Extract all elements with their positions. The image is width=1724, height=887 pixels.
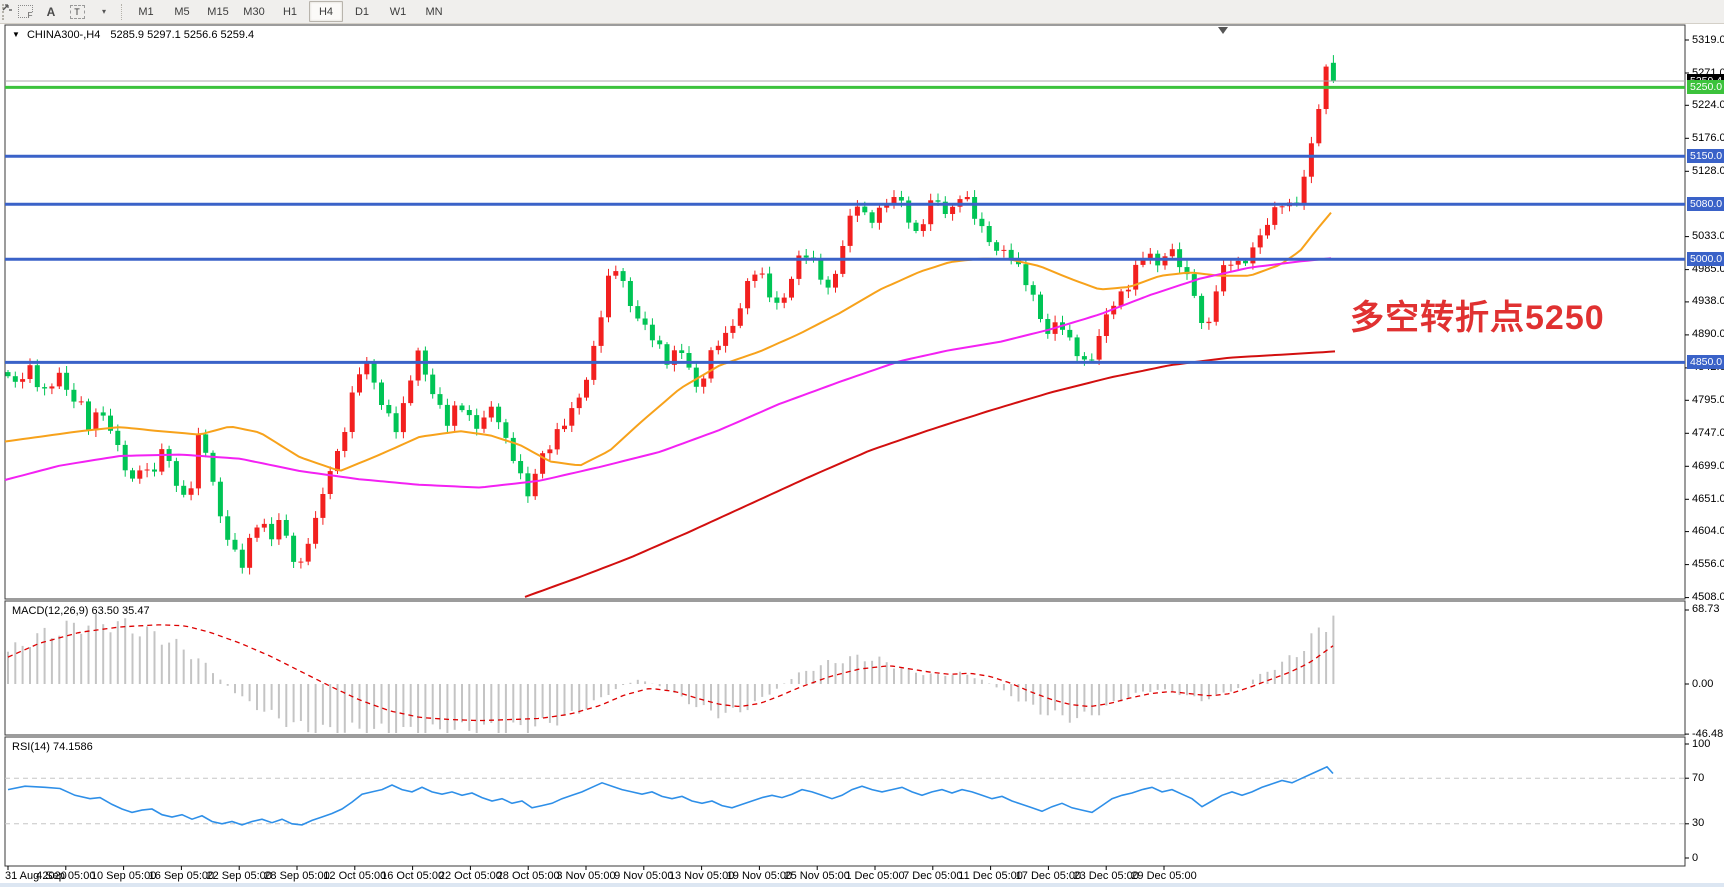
- dropdown-caret-icon[interactable]: ▾: [101, 7, 106, 16]
- price-marker-box: 4850.0: [1687, 355, 1724, 370]
- price-tick-label: 4938.0: [1692, 295, 1724, 308]
- timeframe-button-h1[interactable]: H1: [282, 5, 298, 18]
- arrows-tool-icon[interactable]: ▾: [2, 2, 114, 21]
- price-marker-box: 5080.0: [1687, 197, 1724, 212]
- snap-grid-icon[interactable]: F: [14, 2, 36, 21]
- date-tick-label: 22 Oct 05:00: [438, 870, 502, 882]
- symbol-name: CHINA300-,H4: [26, 29, 101, 41]
- rsi-tick-label: 70: [1692, 771, 1705, 784]
- symbol-ohlc-values: 5285.9 5297.1 5256.6 5259.4: [110, 29, 255, 41]
- rsi-tick-label: 30: [1692, 817, 1705, 830]
- date-tick-label: 16 Oct 05:00: [381, 870, 445, 882]
- rsi-tick-label: 100: [1692, 737, 1711, 750]
- price-tick-label: 4795.0: [1692, 393, 1724, 406]
- shift-marker-icon: [1218, 27, 1228, 34]
- price-marker-box: 5250.0: [1687, 80, 1724, 95]
- arrows-glyph: [2, 4, 12, 11]
- date-tick-label: 19 Nov 05:00: [726, 870, 793, 882]
- price-tick-label: 4604.0: [1692, 525, 1724, 538]
- timeframe-button-m30[interactable]: M30: [243, 5, 265, 18]
- date-tick-label: 31 Aug 2020: [5, 870, 67, 882]
- date-tick-label: 4 Sep 05:00: [36, 870, 96, 882]
- date-tick-label: 10 Sep 05:00: [90, 870, 157, 882]
- window-bottom-strip: [0, 883, 1724, 887]
- date-tick-label: 9 Nov 05:00: [614, 870, 674, 882]
- text-box-icon[interactable]: T: [66, 2, 88, 21]
- date-tick-label: 22 Sep 05:00: [206, 870, 272, 882]
- toolbar-grip[interactable]: [2, 3, 8, 20]
- price-tick-label: 5128.0: [1692, 164, 1724, 177]
- macd-indicator-label: MACD(12,26,9) 63.50 35.47: [12, 605, 150, 617]
- timeframe-buttons: M1 M5 M15 M30 H1 H4 D1 W1 MN: [128, 1, 452, 22]
- price-tick-label: 5319.0: [1692, 33, 1724, 46]
- date-tick-label: 23 Dec 05:00: [1073, 870, 1139, 882]
- symbol-title: ▼ CHINA300-,H4 5285.9 5297.1 5256.6 5259…: [12, 29, 254, 41]
- macd-signal-line: [7, 624, 1334, 722]
- timeframe-button-m15[interactable]: M15: [207, 5, 229, 18]
- price-tick-label: 4890.0: [1692, 328, 1724, 341]
- axis-ticks: [7, 39, 1689, 870]
- rsi-line: [7, 765, 1334, 826]
- timeframe-button-h4[interactable]: H4: [309, 1, 343, 22]
- timeframe-button-m1[interactable]: M1: [138, 5, 154, 18]
- price-marker-box: 5150.0: [1687, 149, 1724, 164]
- letter-a-icon[interactable]: A: [46, 4, 56, 19]
- price-tick-label: 4556.0: [1692, 558, 1724, 571]
- price-tick-label: 5033.0: [1692, 230, 1724, 243]
- price-tick-label: 4699.0: [1692, 459, 1724, 472]
- date-tick-label: 17 Dec 05:00: [1015, 870, 1082, 882]
- date-tick-label: 16 Sep 05:00: [148, 870, 215, 882]
- price-tick-label: 4651.0: [1692, 492, 1724, 505]
- date-tick-label: 1 Dec 05:00: [845, 870, 905, 882]
- date-tick-label: 25 Nov 05:00: [784, 870, 850, 882]
- timeframe-button-w1[interactable]: W1: [389, 5, 407, 18]
- date-tick-label: 13 Nov 05:00: [668, 870, 735, 882]
- rsi-indicator-label: RSI(14) 74.1586: [12, 741, 93, 753]
- date-tick-label: 28 Oct 05:00: [496, 870, 560, 882]
- macd-tick-label: 68.73: [1692, 603, 1720, 616]
- mid-ma-line: [4, 257, 1332, 489]
- toolbar: F A T ▾ M1 M5 M15 M30 H1 H4 D1 W1 MN: [0, 0, 1724, 24]
- timeframe-button-mn[interactable]: MN: [425, 5, 443, 18]
- date-tick-label: 11 Dec 05:00: [958, 870, 1023, 882]
- timeframe-button-d1[interactable]: D1: [354, 5, 370, 18]
- price-marker-box: 5000.0: [1687, 252, 1724, 267]
- price-tick-label: 5176.0: [1692, 131, 1724, 144]
- date-tick-label: 12 Oct 05:00: [323, 870, 387, 882]
- date-tick-label: 28 Sep 05:00: [264, 870, 330, 882]
- macd-histogram: [7, 614, 1335, 733]
- date-tick-label: 7 Dec 05:00: [903, 870, 963, 882]
- macd-tick-label: -46.48: [1692, 727, 1724, 740]
- chart-annotation-text: 多空转折点5250: [1350, 299, 1605, 337]
- date-tick-label: 3 Nov 05:00: [556, 870, 616, 882]
- fast-ma-line: [4, 211, 1332, 472]
- macd-tick-label: 0.00: [1692, 677, 1714, 690]
- toolbar-separator: [121, 3, 123, 20]
- rsi-tick-label: 0: [1692, 851, 1699, 864]
- collapse-triangle-icon[interactable]: ▼: [12, 30, 20, 39]
- date-tick-label: 29 Dec 05:00: [1131, 870, 1197, 882]
- price-tick-label: 5224.0: [1692, 98, 1724, 111]
- price-tick-label: 4747.0: [1692, 426, 1724, 439]
- price-tick-label: 4508.0: [1692, 591, 1724, 604]
- timeframe-button-m5[interactable]: M5: [174, 5, 190, 18]
